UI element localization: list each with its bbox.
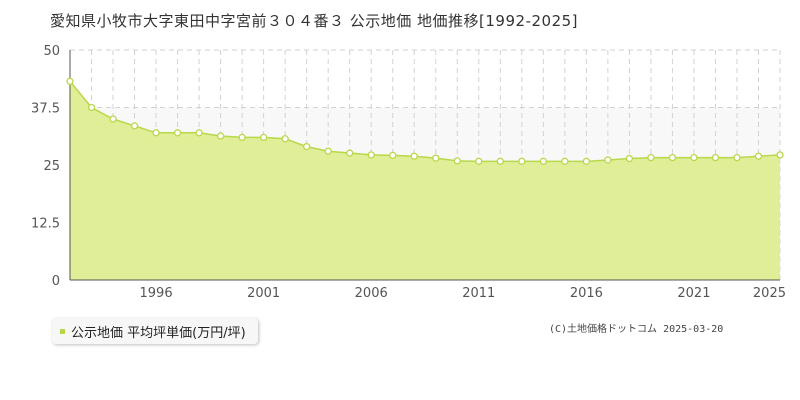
data-point [432, 154, 440, 162]
credit-text: (C)土地価格ドットコム 2025-03-20 [549, 324, 724, 335]
data-point [561, 157, 569, 165]
data-point [604, 156, 612, 164]
data-point [668, 153, 677, 162]
data-point [173, 129, 182, 137]
data-point [324, 147, 332, 155]
data-point [259, 133, 268, 142]
y-tick-label: 25 [43, 159, 60, 174]
data-point [410, 152, 418, 160]
data-point [453, 157, 461, 165]
x-tick-label: 2016 [570, 286, 603, 301]
x-tick-label: 2025 [753, 286, 786, 301]
area-layer [69, 80, 781, 280]
data-point [754, 152, 763, 160]
data-point [690, 153, 698, 162]
series-area [70, 81, 780, 280]
legend-label: 公示地価 平均坪単価(万円/坪) [71, 325, 246, 341]
y-tick-label: 37.5 [31, 102, 60, 117]
x-tick-labels: 1996 2001 2006 2011 2016 2021 2025 [140, 286, 786, 301]
data-point [216, 132, 225, 140]
legend: 公示地価 平均坪単価(万円/坪) [52, 318, 258, 344]
data-point [582, 157, 591, 165]
y-tick-label: 0 [52, 274, 60, 289]
x-tick-label: 2006 [355, 286, 388, 301]
points-layer [66, 77, 784, 165]
data-point [733, 153, 741, 162]
chart-title: 愛知県小牧市大字東田中字宮前３０４番３ 公示地価 地価推移[1992-2025] [50, 12, 579, 30]
x-tick-label: 2021 [677, 286, 710, 301]
data-point [367, 151, 375, 159]
data-point [776, 151, 784, 159]
y-tick-label: 50 [43, 44, 60, 59]
data-point [281, 135, 289, 143]
data-point [238, 133, 246, 142]
x-tick-label: 1996 [140, 286, 173, 301]
data-point [130, 122, 139, 130]
data-point [496, 157, 504, 165]
data-point [647, 153, 655, 162]
legend-swatch [60, 328, 65, 334]
data-point [195, 129, 203, 137]
series-line [69, 80, 781, 163]
data-point [389, 151, 397, 159]
data-point [539, 157, 547, 165]
axes-layer [69, 50, 780, 281]
data-point [711, 153, 720, 162]
data-point [475, 157, 483, 165]
data-point [346, 149, 354, 157]
data-point [109, 115, 117, 123]
data-point [518, 157, 526, 165]
x-tick-label: 2011 [462, 286, 495, 301]
y-tick-labels: 0 12.5 25 37.5 50 [31, 44, 60, 289]
data-point [303, 142, 311, 151]
data-point [625, 154, 634, 163]
y-tick-label: 12.5 [31, 217, 60, 232]
data-point [66, 77, 74, 85]
x-tick-label: 2001 [247, 286, 280, 301]
data-point [152, 129, 160, 137]
data-point [87, 103, 96, 112]
